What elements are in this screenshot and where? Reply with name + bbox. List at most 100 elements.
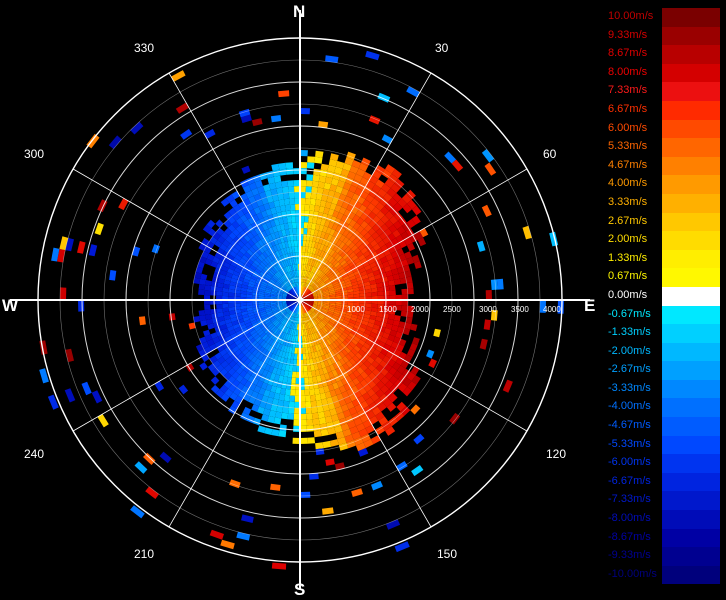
echo-cell (352, 222, 361, 231)
echo-cell (282, 332, 288, 340)
echo-cell (261, 314, 268, 320)
echo-cell (235, 366, 244, 375)
echo-cell (382, 355, 391, 364)
echo-cell (346, 401, 355, 410)
echo-cell (288, 315, 292, 322)
legend-swatch (662, 398, 720, 418)
echo-cell (384, 389, 394, 399)
echo-cell (264, 242, 270, 250)
echo-cell (251, 321, 259, 327)
echo-cell (402, 386, 412, 397)
echo-cell (244, 350, 252, 358)
echo-cell (242, 278, 250, 284)
legend-label: 4.00m/s (608, 177, 648, 190)
echo-cell (336, 276, 343, 281)
echo-cell (321, 274, 327, 280)
echo-cell (248, 327, 255, 333)
echo-cell (322, 267, 329, 274)
echo-cell (370, 435, 381, 445)
echo-cell (295, 335, 299, 342)
echo-cell (316, 307, 322, 311)
echo-cell (368, 275, 376, 282)
echo-cell (249, 329, 257, 336)
echo-cell (395, 300, 402, 306)
echo-cell (275, 181, 283, 189)
echo-cell (338, 326, 346, 332)
echo-cell (290, 210, 296, 217)
echo-cell (329, 389, 337, 397)
echo-cell (355, 333, 363, 340)
legend-row: 6.00m/s (606, 119, 720, 139)
echo-cell (223, 372, 232, 381)
echo-cell (209, 343, 217, 351)
echo-cell (392, 193, 402, 203)
echo-cell (326, 282, 333, 287)
echo-cell (254, 241, 262, 249)
echo-cell (340, 308, 347, 313)
echo-cell (232, 270, 240, 277)
echo-cell (322, 225, 328, 233)
echo-cell (279, 285, 286, 291)
legend-row: 7.33m/s (606, 82, 720, 101)
echo-cell (342, 163, 352, 172)
echo-cell (264, 364, 271, 372)
echo-cell (204, 128, 216, 139)
echo-cell (316, 289, 322, 293)
echo-cell (350, 264, 358, 270)
echo-cell (335, 346, 342, 354)
echo-cell (377, 352, 386, 360)
echo-cell (334, 374, 341, 383)
echo-cell (277, 399, 284, 407)
echo-cell (214, 340, 223, 348)
echo-cell (321, 258, 327, 265)
echo-cell (246, 344, 254, 351)
echo-cell (372, 170, 382, 180)
echo-cell (288, 290, 300, 300)
echo-cell (284, 314, 290, 320)
echo-cell (329, 301, 336, 304)
echo-cell (224, 247, 232, 255)
echo-cell (249, 383, 257, 391)
echo-cell (388, 367, 398, 376)
echo-cell (317, 303, 324, 307)
echo-cell (216, 291, 223, 296)
echo-cell (234, 286, 242, 291)
echo-cell (428, 358, 437, 369)
echo-cell (502, 379, 513, 393)
echo-cell (138, 316, 146, 326)
echo-cell (307, 437, 316, 444)
echo-cell (273, 392, 280, 400)
echo-cell (216, 364, 225, 373)
echo-cell (289, 278, 293, 284)
echo-cell (317, 411, 325, 419)
echo-cell (352, 230, 361, 238)
echo-cell (426, 349, 435, 359)
echo-cell (392, 362, 401, 371)
echo-cell (229, 281, 237, 287)
echo-cell (341, 349, 349, 356)
echo-cell (383, 228, 393, 237)
echo-cell (375, 411, 385, 421)
echo-cell (317, 293, 324, 297)
echo-cell (358, 267, 366, 274)
legend-label: 0.67m/s (608, 270, 648, 283)
echo-cell (328, 159, 338, 167)
echo-cell (210, 376, 220, 385)
echo-cell (371, 287, 378, 293)
echo-cell (274, 361, 280, 369)
echo-cell (279, 168, 287, 176)
echo-cell (402, 328, 411, 336)
echo-cell (258, 273, 265, 279)
echo-cell (210, 300, 217, 305)
echo-cell (304, 216, 309, 223)
echo-cell (195, 266, 203, 274)
echo-cell (375, 227, 384, 236)
echo-cell (225, 335, 233, 342)
echo-cell (289, 359, 294, 366)
echo-cell (260, 311, 267, 316)
echo-cell (368, 115, 381, 125)
echo-cell (219, 384, 229, 394)
echo-cell (287, 222, 293, 229)
echo-cell (281, 229, 287, 237)
echo-cell (323, 295, 330, 298)
